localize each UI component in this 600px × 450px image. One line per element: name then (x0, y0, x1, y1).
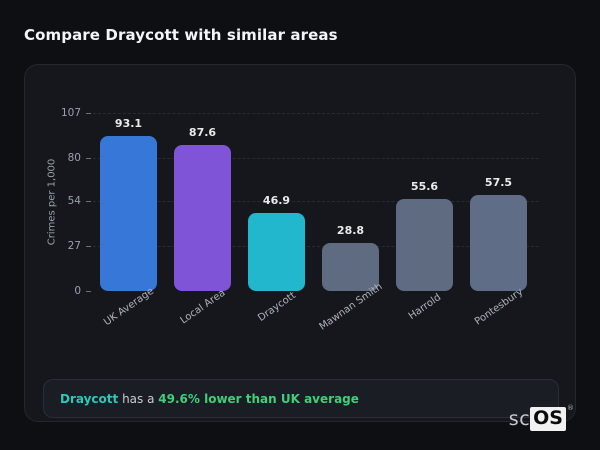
note-stat-text: 49.6% lower than UK average (158, 391, 359, 406)
note-middle-text: has a (118, 391, 159, 406)
page-title: Compare Draycott with similar areas (24, 26, 338, 44)
registered-mark-icon: ® (567, 404, 574, 412)
chart-card: Crimes per 1,000 0 27 54 80 107 93.1 UK Averag… (24, 64, 576, 422)
scos-logo: sc OS ® (508, 404, 574, 431)
comparison-note: Draycott has a 49.6% lower than UK avera… (43, 379, 559, 418)
y-tick-mark-54 (86, 201, 91, 203)
bar-local-area (174, 145, 231, 291)
gridline-54 (93, 201, 539, 203)
y-tick-label-80: 80 (67, 151, 81, 164)
note-area-name: Draycott (60, 391, 119, 406)
bar-harrold (396, 198, 453, 291)
gridline-80 (93, 157, 539, 159)
bar-draycott (248, 212, 305, 291)
bar-value-label: 87.6 (188, 126, 217, 140)
bar-pontesbury (470, 195, 527, 291)
bar-value-label: 46.9 (262, 193, 291, 207)
y-tick-label-27: 27 (67, 240, 81, 253)
x-axis-label-harrold: Harrold (406, 291, 443, 323)
bar-uk-average (100, 136, 157, 291)
bar-value-label: 57.5 (484, 176, 513, 190)
x-axis-label-pontesbury: Pontesbury (472, 286, 525, 328)
y-tick-mark-27 (86, 246, 91, 248)
y-tick-label-107: 107 (60, 107, 81, 119)
x-axis-label-local-area: Local Area (178, 287, 227, 327)
bar-chart: Crimes per 1,000 0 27 54 80 107 93.1 UK Averag… (25, 65, 575, 421)
bar-value-label: 93.1 (114, 117, 143, 131)
y-tick-mark-80 (86, 157, 91, 159)
bar-mawnan-smith (322, 243, 379, 291)
y-tick-mark-0 (86, 291, 91, 292)
gridline-107 (93, 113, 539, 114)
logo-suffix: OS (530, 407, 566, 431)
logo-prefix: sc (508, 408, 531, 430)
y-tick-label-0: 0 (74, 285, 81, 297)
x-axis-label-uk-average: UK Average (101, 285, 156, 329)
x-axis-label-draycott: Draycott (255, 290, 298, 324)
bar-value-label: 28.8 (336, 224, 365, 238)
gridline-27 (93, 246, 539, 248)
y-tick-label-54: 54 (67, 195, 81, 208)
bar-value-label: 55.6 (410, 179, 439, 193)
y-tick-mark-107 (86, 113, 91, 114)
